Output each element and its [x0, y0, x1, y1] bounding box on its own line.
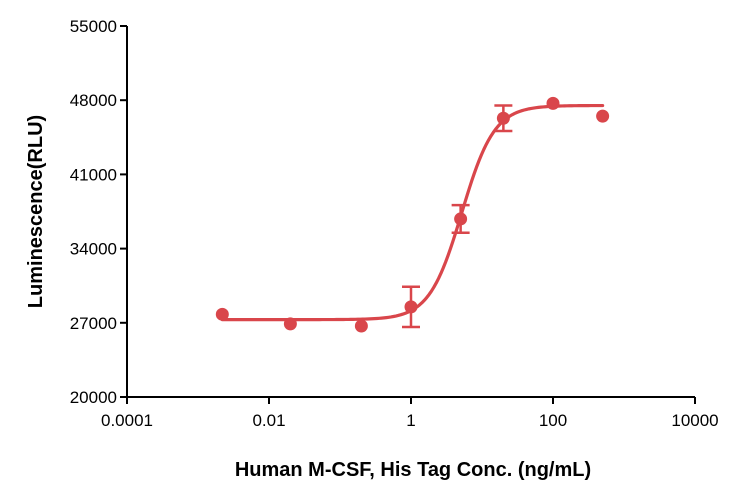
x-ticks: 0.0001 0.01 1 100 10000 — [101, 397, 719, 430]
data-point — [546, 96, 560, 110]
y-tick-label: 48000 — [70, 91, 117, 110]
y-tick-label: 34000 — [70, 240, 117, 259]
data-point — [596, 109, 610, 123]
y-ticks: 20000 27000 34000 41000 48000 55000 — [70, 17, 127, 407]
x-tick-label: 10000 — [671, 411, 718, 430]
data-point — [283, 317, 297, 331]
x-tick-label: 100 — [539, 411, 567, 430]
data-point — [496, 111, 510, 125]
x-tick-label: 1 — [406, 411, 415, 430]
y-tick-label: 27000 — [70, 314, 117, 333]
data-points — [215, 96, 610, 333]
y-tick-label: 55000 — [70, 17, 117, 36]
y-tick-label: 20000 — [70, 388, 117, 407]
y-axis-title: Luminescence(RLU) — [25, 115, 47, 308]
axes — [126, 26, 695, 398]
data-point — [354, 319, 368, 333]
y-tick-label: 41000 — [70, 165, 117, 184]
x-tick-label: 0.01 — [252, 411, 285, 430]
data-point — [215, 307, 229, 321]
data-point — [404, 300, 418, 314]
x-axis-title: Human M-CSF, His Tag Conc. (ng/mL) — [235, 459, 591, 481]
x-tick-label: 0.0001 — [101, 411, 153, 430]
data-point — [454, 212, 468, 226]
